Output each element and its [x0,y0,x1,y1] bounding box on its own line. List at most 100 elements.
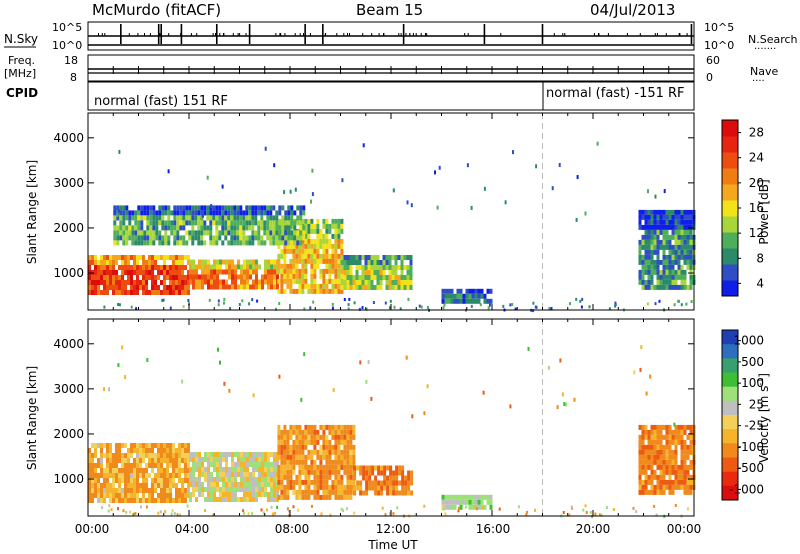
power-echo-cell [204,279,207,285]
power-echo-cell [653,214,657,220]
power-echo-cell [644,269,648,275]
velocity-echo-cell [368,465,372,471]
power-echo-cell [112,270,115,275]
power-echo-cell [689,264,693,270]
velocity-echo-cell [270,482,273,487]
power-echo-cell [154,275,157,280]
velocity-echo-cell [647,434,651,440]
x-tick-label: 08:00 [275,522,310,536]
velocity-echo-cell [252,482,255,487]
velocity-echo-cell [139,453,142,458]
power-noise-cell [470,205,473,210]
velocity-echo-cell [352,449,356,455]
velocity-echo-cell [228,472,231,477]
power-echo-cell [304,253,308,259]
velocity-echo-cell [641,479,645,485]
velocity-echo-cell [298,459,302,465]
velocity-noise-cell [101,506,104,510]
velocity-echo-cell [653,454,657,460]
velocity-echo-cell [316,474,320,480]
power-echo-cell [277,258,281,264]
power-echo-cell [686,239,690,245]
velocity-echo-cell [340,454,344,460]
velocity-echo-cell [638,424,642,430]
velocity-echo-cell [656,459,660,465]
power-echo-cell [275,225,279,231]
velocity-echo-cell [145,488,148,493]
power-noise-cell [347,303,350,307]
velocity-echo-cell [252,467,255,472]
power-echo-cell [668,214,672,220]
power-noise-cell [117,303,120,306]
power-echo-cell [115,285,118,290]
velocity-echo-cell [304,474,308,480]
velocity-echo-cell [292,454,296,460]
power-echo-cell [204,264,207,270]
power-echo-cell [191,210,195,216]
velocity-echo-cell [169,483,172,488]
power-echo-cell [671,209,675,215]
velocity-echo-cell [106,443,109,448]
power-echo-cell [176,235,180,241]
power-echo-cell [149,230,153,236]
velocity-colorbar-label: Velocity [m s-1] [756,373,771,463]
power-noise-cell [311,192,314,197]
power-echo-cell [289,223,293,229]
velocity-echo-cell [343,494,347,500]
velocity-echo-cell [219,462,222,467]
power-echo-cell [373,285,377,290]
power-echo-cell [88,285,91,290]
power-echo-cell [358,265,362,270]
power-echo-cell [210,264,213,270]
power-noise-cell [217,303,220,307]
velocity-echo-cell [292,464,296,470]
power-echo-cell [647,244,651,250]
power-echo-cell [182,210,186,216]
velocity-echo-cell [192,462,195,467]
power-echo-cell [286,283,290,289]
velocity-echo-cell [313,434,317,440]
velocity-echo-cell [453,494,457,500]
velocity-echo-cell [680,424,684,430]
power-echo-cell [683,254,687,260]
velocity-echo-cell [234,472,237,477]
velocity-echo-cell [145,483,148,488]
velocity-echo-cell [304,494,308,500]
velocity-noise-cell [286,507,289,511]
power-echo-cell [182,225,186,231]
power-echo-cell [146,220,150,226]
power-echo-cell [293,225,297,231]
power-echo-cell [644,229,648,235]
power-echo-cell [647,239,651,245]
power-echo-cell [334,278,338,284]
velocity-echo-cell [216,467,219,472]
power-echo-cell [316,258,320,264]
velocity-echo-cell [441,494,445,500]
power-echo-cell [284,235,288,241]
power-echo-cell [149,240,153,246]
power-echo-cell [391,265,395,270]
power-echo-cell [680,264,684,270]
velocity-echo-cell [175,473,178,478]
power-echo-cell [364,255,368,260]
velocity-noise-cell [645,391,648,396]
velocity-echo-cell [316,439,320,445]
power-echo-cell [178,260,181,265]
velocity-echo-cell [656,439,660,445]
velocity-echo-cell [154,488,157,493]
power-echo-cell [206,230,210,236]
velocity-echo-cell [204,457,207,462]
power-echo-cell [293,210,297,216]
velocity-echo-cell [115,463,118,468]
power-echo-cell [216,279,219,285]
velocity-noise-cell [649,374,652,379]
velocity-echo-cell [192,482,195,487]
velocity-noise-cell [589,511,592,514]
power-echo-cell [650,274,654,280]
power-noise-cell [210,204,213,208]
power-echo-cell [221,240,225,246]
velocity-echo-cell [337,439,341,445]
velocity-echo-cell [289,424,293,430]
power-echo-cell [216,259,219,265]
power-echo-cell [142,275,145,280]
